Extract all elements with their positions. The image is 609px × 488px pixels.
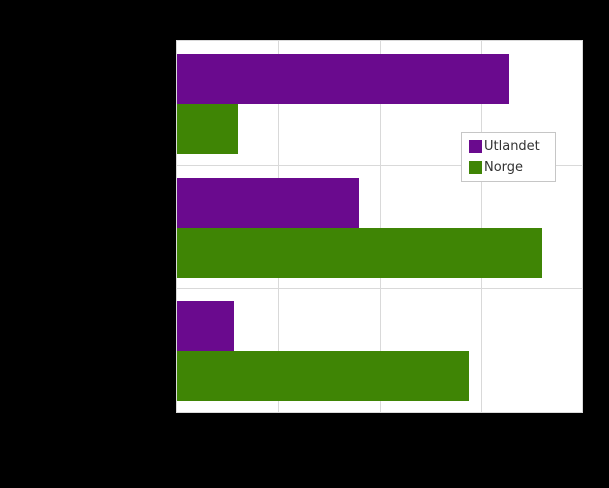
bar-utlandet-group1 [177,54,509,104]
gridline-vertical [379,41,381,412]
gridline-vertical [480,41,482,412]
legend-item-utlandet: Utlandet [469,140,551,153]
bar-norge-group1 [177,104,238,154]
gridline-horizontal [177,288,582,289]
gridline-horizontal [177,165,582,166]
legend-label-norge: Norge [484,160,524,175]
bar-utlandet-group2 [177,178,359,228]
utlandet-swatch-icon [469,140,482,153]
legend-item-norge: Norge [469,161,551,174]
bar-norge-group3 [177,351,469,401]
legend: Utlandet Norge [461,132,556,182]
bar-utlandet-group3 [177,301,234,351]
bar-norge-group2 [177,228,542,278]
norge-swatch-icon [469,161,482,174]
legend-label-utlandet: Utlandet [484,139,540,154]
plot-area: Utlandet Norge [176,40,583,413]
